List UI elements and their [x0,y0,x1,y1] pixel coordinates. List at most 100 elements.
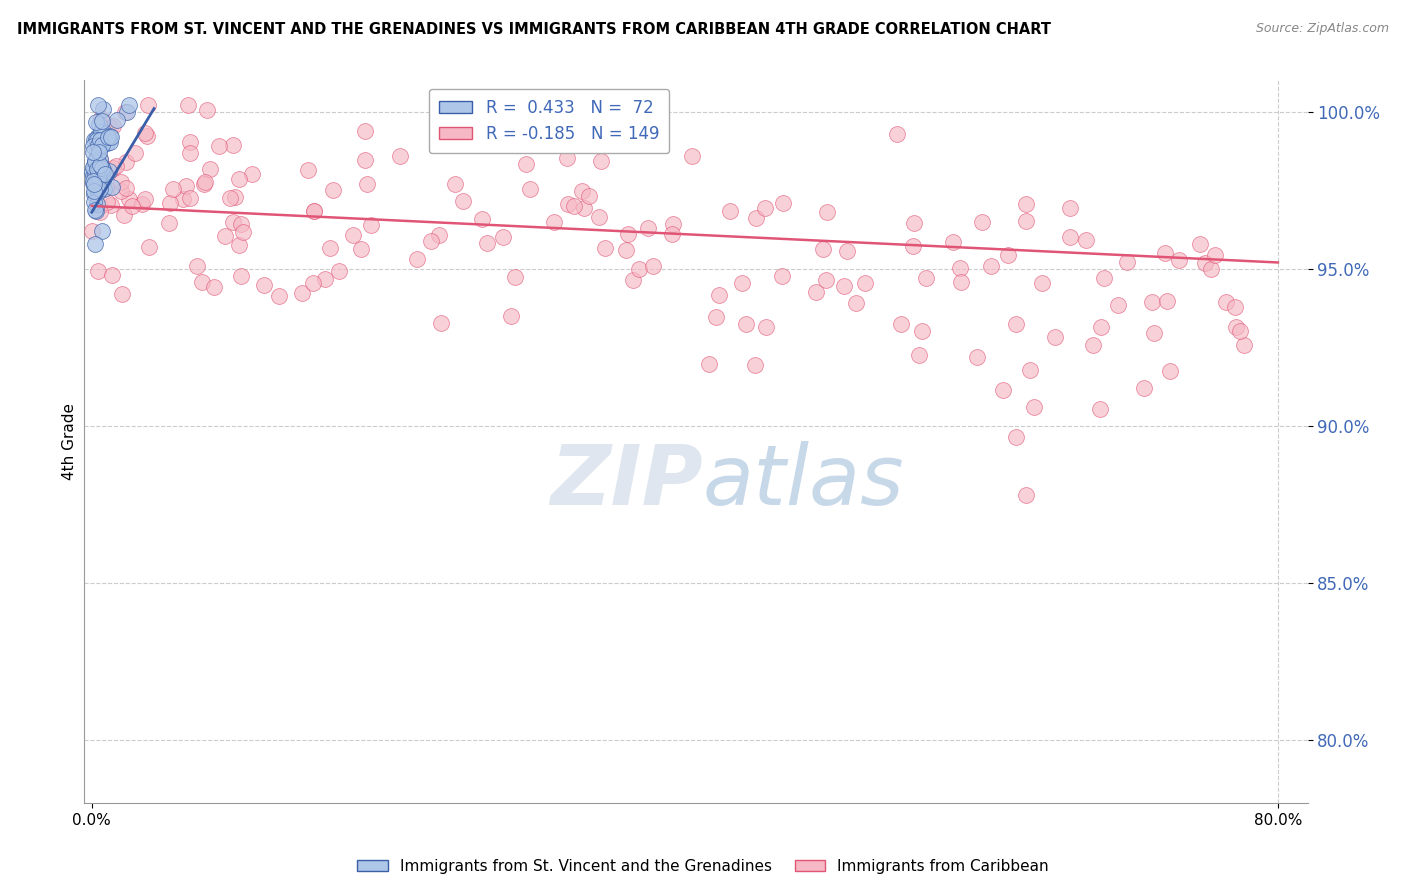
Point [342,227,364,242]
Point [389,149,412,163]
Point [90,111,112,125]
Point [1107,298,1129,312]
Point [949,261,972,276]
Point [83,177,105,191]
Text: atlas: atlas [703,442,904,522]
Point [84,204,107,219]
Point [513,126,536,140]
Point [349,242,371,256]
Point [107,112,129,127]
Point [1074,233,1097,247]
Point [101,268,124,283]
Point [191,275,214,289]
Point [87,185,110,199]
Point [1115,255,1137,269]
Point [84,132,107,146]
Point [105,159,128,173]
Point [89,133,111,147]
Point [179,145,201,160]
Point [90,125,112,139]
Point [704,310,727,325]
Point [1031,276,1053,290]
Point [86,152,108,166]
Point [997,248,1019,262]
Point [914,271,936,285]
Point [89,158,111,172]
Point [614,243,637,257]
Point [83,194,105,209]
Point [82,139,104,153]
Text: Source: ZipAtlas.com: Source: ZipAtlas.com [1256,22,1389,36]
Text: IMMIGRANTS FROM ST. VINCENT AND THE GRENADINES VS IMMIGRANTS FROM CARIBBEAN 4TH : IMMIGRANTS FROM ST. VINCENT AND THE GREN… [17,22,1050,37]
Point [84,202,107,217]
Point [83,159,105,173]
Point [208,139,231,153]
Point [118,98,141,112]
Point [87,170,110,185]
Point [197,103,219,117]
Point [1133,381,1156,395]
Point [194,175,217,189]
Point [301,276,323,290]
Point [302,203,325,218]
Point [1088,402,1111,417]
Point [1159,363,1181,377]
Point [202,280,225,294]
Point [86,164,108,178]
Point [87,263,110,277]
Point [86,147,108,161]
Point [1153,246,1175,260]
Point [84,154,107,169]
Point [131,197,153,211]
Point [499,309,522,323]
Point [232,225,254,239]
Point [84,154,107,169]
Point [661,227,683,241]
Point [1092,271,1115,285]
Point [111,286,134,301]
Point [1229,324,1251,338]
Point [87,136,110,150]
Point [86,197,108,211]
Point [942,235,965,250]
Point [214,229,236,244]
Point [1019,363,1042,377]
Point [96,136,118,150]
Point [291,285,314,300]
Point [578,188,600,202]
Point [91,163,114,178]
Point [755,320,778,334]
Point [1225,319,1247,334]
Point [136,98,159,112]
Point [96,194,118,209]
Point [770,269,793,284]
Point [1215,294,1237,309]
Point [179,191,201,205]
Point [162,182,184,196]
Point [86,164,108,178]
Point [84,114,107,128]
Point [814,273,837,287]
Point [1015,488,1038,502]
Point [661,217,683,231]
Point [637,221,659,235]
Point [314,271,336,285]
Point [118,192,141,206]
Point [186,259,208,273]
Text: ZIP: ZIP [550,442,703,522]
Point [593,240,616,254]
Point [319,240,342,254]
Point [97,130,120,145]
Point [543,215,565,229]
Point [87,161,110,175]
Point [731,276,754,290]
Point [571,184,593,198]
Point [815,204,838,219]
Point [1167,252,1189,267]
Point [218,191,240,205]
Point [229,268,252,283]
Point [443,177,465,191]
Point [83,154,105,169]
Point [555,151,578,165]
Point [134,192,156,206]
